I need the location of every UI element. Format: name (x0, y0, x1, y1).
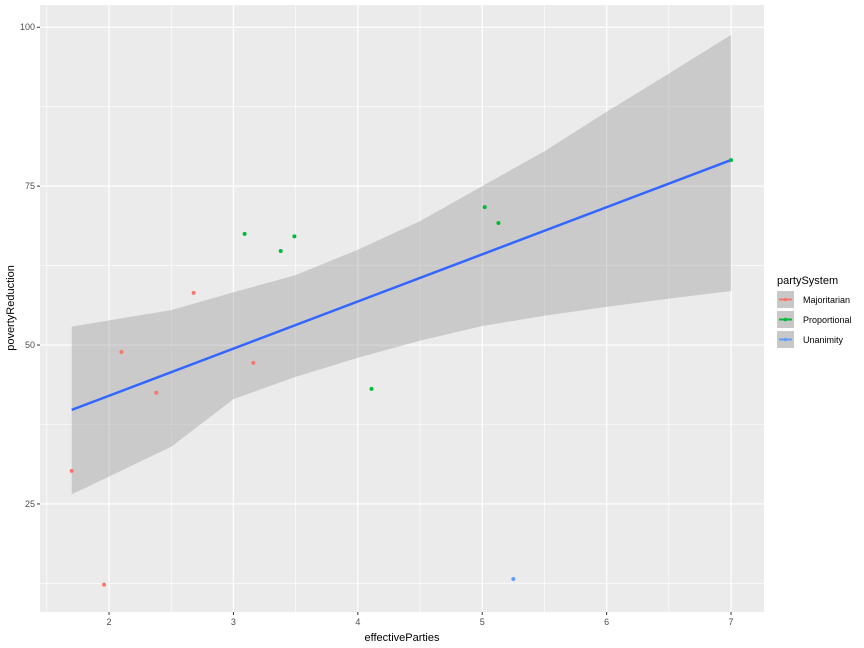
x-axis-label: effectiveParties (364, 632, 440, 644)
point-proportional (292, 234, 297, 239)
x-tick-label: 4 (355, 617, 360, 627)
y-tick-label: 75 (25, 181, 35, 191)
points (69, 158, 734, 587)
point-majoritarian (119, 350, 124, 355)
point-proportional (278, 248, 283, 253)
confidence-ribbon (71, 34, 732, 495)
point-proportional (482, 205, 487, 210)
point-majoritarian (251, 360, 256, 365)
legend-label-proportional: Proportional (803, 315, 852, 325)
legend-label-majoritarian: Majoritarian (803, 295, 850, 305)
x-tick-label: 5 (480, 617, 485, 627)
point-majoritarian (191, 290, 196, 295)
x-tick-label: 2 (107, 617, 112, 627)
legend-point (783, 297, 788, 302)
axes: 2 3 4 5 6 7 25 50 75 100 (20, 22, 734, 627)
legend-label-unanimity: Unanimity (803, 335, 844, 345)
point-proportional (242, 231, 247, 236)
legend: partySystem Majoritarian Proportional Unan… (777, 275, 852, 348)
point-proportional (729, 158, 734, 163)
regression-line (71, 158, 732, 412)
point-proportional (496, 221, 501, 226)
y-axis-label: povertyReduction (5, 265, 17, 351)
point-proportional (369, 386, 374, 391)
point-majoritarian (69, 468, 74, 473)
legend-point (783, 317, 788, 322)
legend-title: partySystem (777, 275, 838, 287)
point-majoritarian (102, 582, 107, 587)
x-tick-label: 7 (729, 617, 734, 627)
y-tick-label: 50 (25, 340, 35, 350)
y-tick-label: 100 (20, 22, 35, 32)
gridlines (40, 5, 794, 612)
x-tick-label: 3 (231, 617, 236, 627)
point-majoritarian (154, 390, 159, 395)
y-tick-label: 25 (25, 499, 35, 509)
legend-point (783, 337, 788, 342)
point-unanimity (511, 576, 516, 581)
x-tick-label: 6 (604, 617, 609, 627)
plot-panel (40, 5, 764, 612)
